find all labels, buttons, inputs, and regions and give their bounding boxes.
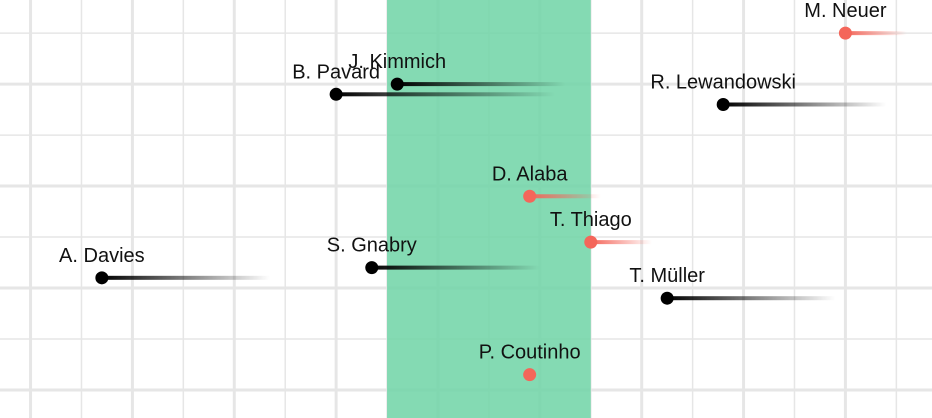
point-label: S. Gnabry: [327, 235, 417, 257]
point-b-pavard: [329, 87, 343, 101]
point-label: D. Alaba: [492, 163, 568, 185]
trail-r-lewandowski: [723, 102, 887, 107]
trail-a-davies: [101, 275, 270, 280]
trail-d-alaba: [529, 194, 601, 199]
point-a-davies: [95, 271, 109, 285]
trail-t-thiago: [590, 240, 652, 245]
point-label: T. Müller: [629, 265, 705, 287]
point-label: B. Pavard: [292, 61, 380, 83]
trail-s-gnabry: [371, 265, 540, 270]
point-m-neuer: [838, 26, 852, 40]
point-p-coutinho: [523, 368, 537, 382]
point-label: A. Davies: [59, 245, 145, 267]
point-j-kimmich: [390, 77, 404, 91]
trail-b-pavard: [336, 92, 556, 97]
point-label: P. Coutinho: [479, 342, 581, 364]
point-layer: [95, 26, 852, 382]
trail-t-m-ller: [667, 296, 836, 301]
point-t-thiago: [584, 235, 598, 249]
point-t-m-ller: [660, 291, 674, 305]
point-label: M. Neuer: [804, 0, 887, 22]
highlight-band-layer: [387, 0, 591, 418]
trail-m-neuer: [845, 31, 907, 36]
point-label: J. Kimmich: [348, 51, 446, 73]
trail-layer: [101, 31, 907, 301]
highlight-band: [387, 0, 591, 418]
point-r-lewandowski: [716, 98, 730, 111]
point-s-gnabry: [365, 261, 379, 275]
point-label: T. Thiago: [550, 209, 632, 231]
trail-j-kimmich: [397, 82, 566, 87]
point-label: R. Lewandowski: [650, 72, 796, 94]
point-d-alaba: [523, 189, 537, 203]
